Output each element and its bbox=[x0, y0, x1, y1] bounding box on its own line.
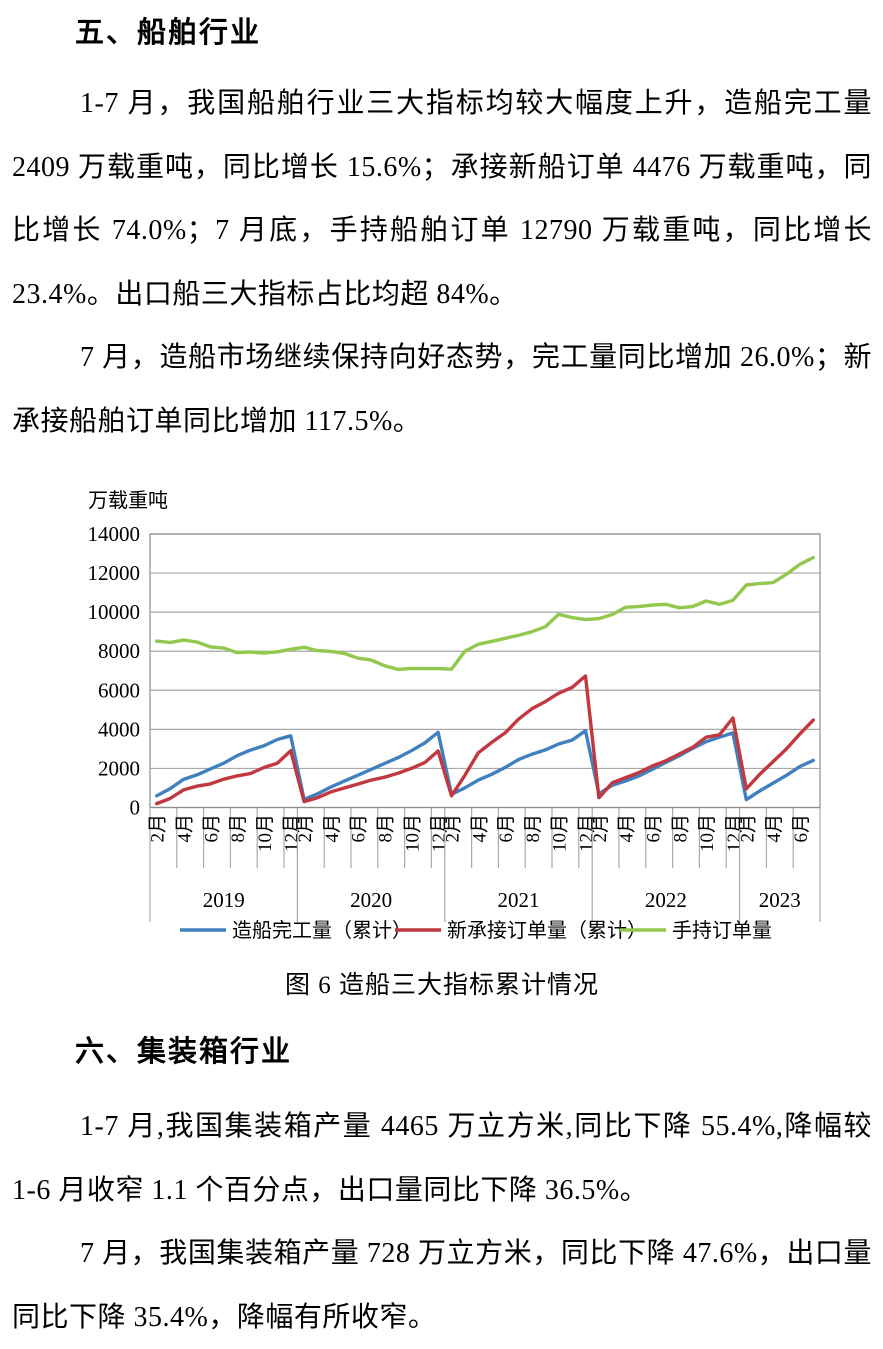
x-axis-month-label: 4月 bbox=[469, 814, 490, 843]
section-5-paragraph-1: 1-7 月，我国船舶行业三大指标均较大幅度上升，造船完工量 2409 万载重吨，… bbox=[12, 88, 872, 310]
x-axis-month-label: 10月 bbox=[697, 814, 718, 852]
y-axis-tick-label: 8000 bbox=[98, 639, 140, 663]
section-6-paragraph-1: 1-7 月,我国集装箱产量 4465 万立方米,同比下降 55.4%,降幅较 1… bbox=[12, 1111, 872, 1206]
x-axis-month-label: 2月 bbox=[590, 814, 611, 843]
section-6-paragraph-2: 7 月，我国集装箱产量 728 万立方米，同比下降 47.6%，出口量同比下降 … bbox=[12, 1238, 872, 1333]
y-axis-tick-label: 0 bbox=[130, 796, 141, 820]
x-axis-year-label: 2021 bbox=[498, 888, 540, 912]
series-line-0 bbox=[154, 728, 815, 802]
x-axis-month-label: 2月 bbox=[443, 814, 464, 843]
x-axis-year-label: 2020 bbox=[350, 888, 392, 912]
x-axis-month-label: 6月 bbox=[791, 814, 812, 843]
x-axis-month-label: 6月 bbox=[644, 814, 665, 843]
x-axis-month-label: 10月 bbox=[402, 814, 423, 852]
x-axis-month-label: 10月 bbox=[550, 814, 571, 852]
y-axis-unit-label: 万载重吨 bbox=[88, 489, 168, 512]
legend-label-0: 造船完工量（累计） bbox=[232, 919, 412, 942]
legend-label-1: 新承接订单量（累计） bbox=[447, 919, 647, 942]
section-6-heading: 六、集装箱行业 bbox=[75, 1036, 293, 1068]
y-axis-tick-label: 10000 bbox=[88, 600, 141, 624]
x-axis-month-label: 8月 bbox=[376, 814, 397, 843]
x-axis-month-label: 2月 bbox=[737, 814, 758, 843]
x-axis-month-label: 8月 bbox=[228, 814, 249, 843]
x-axis-month-label: 4月 bbox=[175, 814, 196, 843]
series-line-1 bbox=[154, 674, 815, 806]
document-page: 五、船舶行业 1-7 月，我国船舶行业三大指标均较大幅度上升，造船完工量 240… bbox=[12, 16, 872, 1349]
plot-border bbox=[149, 533, 821, 809]
x-axis-month-label: 4月 bbox=[322, 814, 343, 843]
x-axis-month-label: 6月 bbox=[349, 814, 370, 843]
y-axis-tick-label: 2000 bbox=[98, 756, 140, 780]
figure-6: 0 2000 4000 6000 8000 10000 12000 14000 万载重吨 2月 4月… bbox=[0, 477, 872, 955]
y-axis-tick-label: 6000 bbox=[98, 678, 140, 702]
x-axis-month-label: 8月 bbox=[523, 814, 544, 843]
x-axis-year-label: 2023 bbox=[759, 888, 801, 912]
series-line-2 bbox=[154, 555, 815, 672]
x-axis-month-label: 2月 bbox=[148, 814, 169, 843]
section-5-paragraph-2: 7 月，造船市场继续保持向好态势，完工量同比增加 26.0%；新承接船舶订单同比… bbox=[12, 342, 872, 437]
figure-6-caption: 图 6 造船三大指标累计情况 bbox=[284, 972, 599, 999]
x-axis-month-label: 10月 bbox=[255, 814, 276, 852]
x-axis-month-label: 8月 bbox=[670, 814, 691, 843]
x-axis-month-label: 6月 bbox=[201, 814, 222, 843]
y-axis-tick-label: 14000 bbox=[88, 522, 141, 546]
y-axis-tick-label: 12000 bbox=[88, 561, 141, 585]
x-axis-month-label: 4月 bbox=[617, 814, 638, 843]
x-axis-month-label: 2月 bbox=[295, 814, 316, 843]
x-axis-month-label: 4月 bbox=[764, 814, 785, 843]
y-axis-tick-label: 4000 bbox=[98, 717, 140, 741]
legend-label-2: 手持订单量 bbox=[672, 919, 772, 942]
section-5-heading: 五、船舶行业 bbox=[75, 17, 262, 49]
x-axis-month-label: 6月 bbox=[496, 814, 517, 843]
x-axis-year-label: 2019 bbox=[203, 888, 245, 912]
x-axis-year-label: 2022 bbox=[645, 888, 687, 912]
